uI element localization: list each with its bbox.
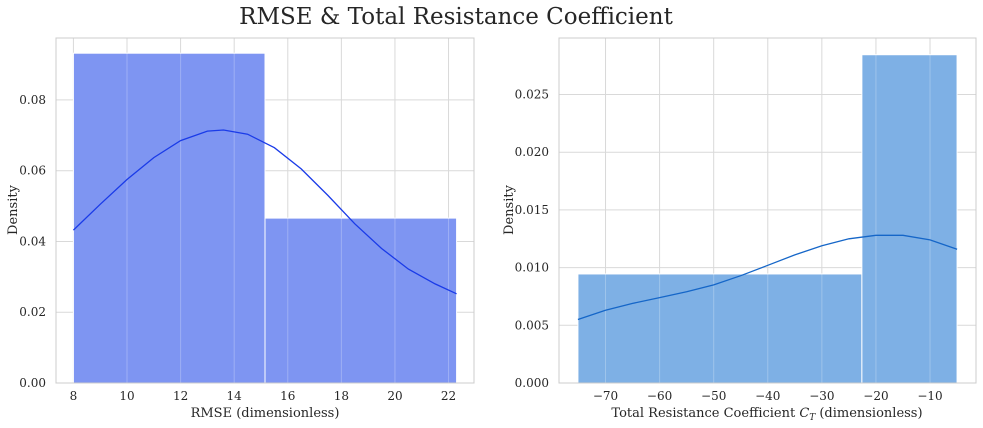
y-tick-labels-rmse: 0.00 0.02 0.04 0.06 0.08 (19, 93, 46, 390)
x-tick-label: 20 (387, 389, 402, 403)
x-tick-label: 12 (173, 389, 188, 403)
y-axis-label-rmse: Density (6, 184, 21, 235)
x-axis-symbol: C (799, 406, 809, 421)
x-axis-symbol-subscript: T (809, 413, 816, 423)
kde-curve-rmse (72, 129, 457, 295)
y-tick-label: 0.020 (515, 145, 549, 159)
y-tick-label: 0.08 (19, 93, 46, 107)
x-tick-label: −70 (593, 389, 618, 403)
y-tick-label: 0.00 (19, 376, 46, 390)
kde-curve-resistance (577, 234, 958, 321)
x-tick-labels-rmse: 8 10 12 14 16 18 20 22 (70, 389, 457, 403)
y-tick-label: 0.04 (19, 234, 46, 248)
bars-rmse (72, 52, 458, 384)
histogram-bar (264, 217, 458, 384)
x-tick-label: 10 (119, 389, 134, 403)
y-tick-label: 0.000 (515, 376, 549, 390)
x-tick-label: −10 (917, 389, 942, 403)
x-axis-label-resistance-suffix: (dimensionless) (819, 406, 922, 421)
chart-rmse: 8 10 12 14 16 18 20 22 0.00 0.02 0.04 0.06 0.08 RMS… (6, 37, 475, 421)
y-tick-label: 0.06 (19, 164, 46, 178)
x-tick-label: −20 (863, 389, 888, 403)
x-axis-label-resistance: Total Resistance Coefficient CT (dimensio… (611, 406, 922, 423)
y-tick-label: 0.025 (515, 88, 549, 102)
x-tick-labels-resistance: −70 −60 −50 −40 −30 −20 −10 (593, 389, 943, 403)
x-tick-label: −50 (701, 389, 726, 403)
y-tick-label: 0.010 (515, 261, 549, 275)
y-tick-label: 0.02 (19, 305, 46, 319)
y-tick-label: 0.015 (515, 203, 549, 217)
chart-resistance: −70 −60 −50 −40 −30 −20 −10 0.0000.0050.0100.0… (502, 37, 977, 423)
y-tick-label: 0.005 (515, 318, 549, 332)
histogram-bar (861, 54, 958, 384)
x-tick-label: 22 (441, 389, 456, 403)
x-tick-label: −60 (647, 389, 672, 403)
x-tick-label: 14 (227, 389, 243, 403)
x-tick-label: 16 (280, 389, 295, 403)
histogram-bar (577, 273, 863, 384)
figure-title: RMSE & Total Resistance Coefficient (239, 4, 673, 30)
plot-frame-rmse (55, 37, 475, 384)
x-tick-label: 8 (70, 389, 78, 403)
bars-resistance (577, 54, 958, 384)
x-axis-label-resistance-main: Total Resistance Coefficient (611, 406, 796, 421)
y-tick-labels-resistance: 0.000 0.005 0.010 0.015 0.020 0.025 (515, 88, 549, 390)
histogram-bar (72, 52, 266, 384)
x-tick-label: −40 (755, 389, 780, 403)
x-tick-label: −30 (809, 389, 834, 403)
x-tick-label: 18 (334, 389, 349, 403)
x-axis-label-rmse: RMSE (dimensionless) (191, 406, 340, 421)
y-axis-label-resistance: Density (502, 184, 517, 235)
plot-frame-resistance (558, 37, 977, 384)
